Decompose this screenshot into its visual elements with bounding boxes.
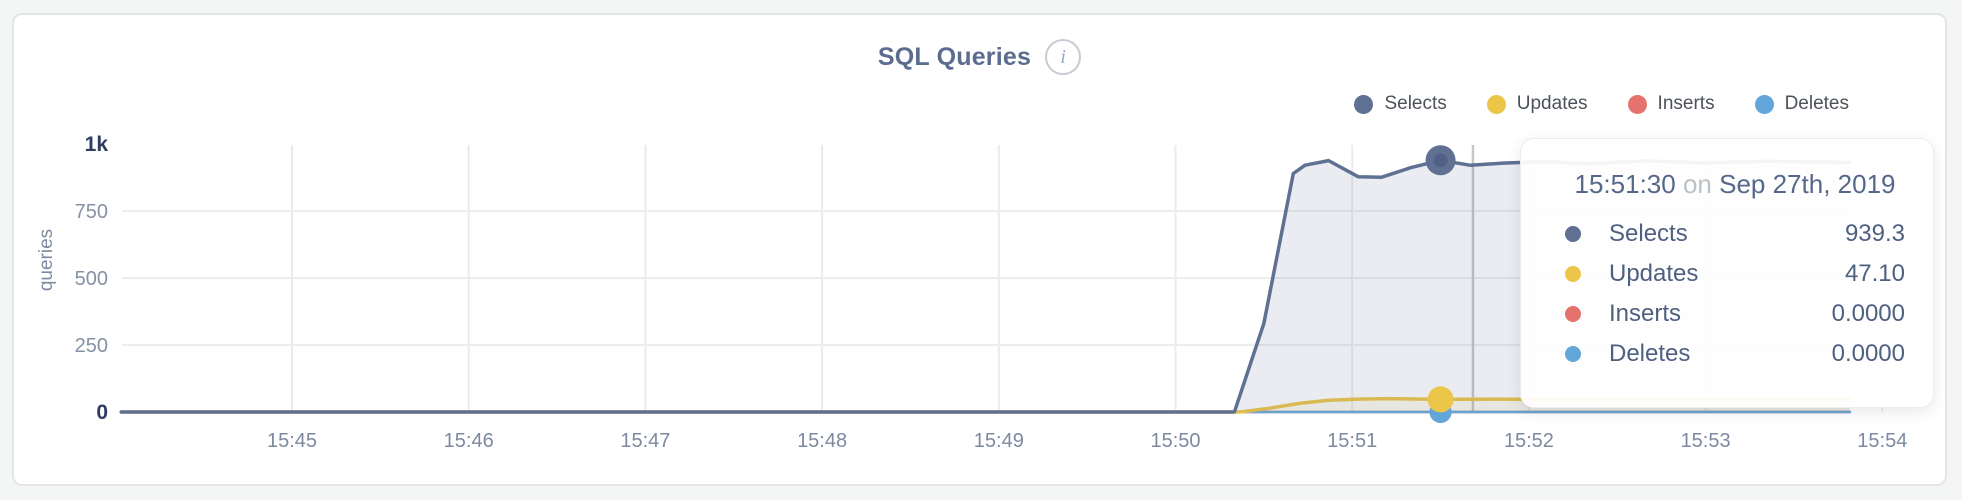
- marker-selects-inner: [1433, 153, 1448, 168]
- tooltip-series-value: 47.10: [1844, 260, 1905, 287]
- legend-label: Inserts: [1657, 93, 1715, 114]
- x-tick-label: 15:47: [620, 430, 670, 452]
- y-tick-label: 250: [75, 335, 108, 357]
- tooltip-dot-updates: [1565, 266, 1581, 282]
- chart-tooltip: 15:51:30 on Sep 27th, 2019 Selects 939.3 U…: [1520, 138, 1934, 408]
- tooltip-series-label: Inserts: [1609, 300, 1682, 327]
- chart-legend: Selects Updates Inserts Deletes: [1354, 93, 1849, 115]
- tooltip-dot-inserts: [1565, 306, 1581, 322]
- tooltip-series-label: Selects: [1609, 220, 1688, 247]
- x-tick-label: 15:51: [1327, 430, 1377, 452]
- page-title: SQL Queries: [877, 42, 1032, 71]
- x-tick-label: 15:48: [797, 430, 847, 452]
- legend-label: Selects: [1384, 93, 1447, 114]
- y-tick-label: 750: [75, 201, 108, 223]
- tooltip-series-value: 0.0000: [1831, 300, 1905, 327]
- marker-updates[interactable]: [1427, 386, 1454, 413]
- y-tick-label: 500: [75, 268, 108, 290]
- tooltip-row-updates: Updates 47.10: [1565, 254, 1905, 294]
- chart-header: SQL Queries i: [14, 39, 1945, 75]
- tooltip-header: 15:51:30 on Sep 27th, 2019: [1565, 169, 1905, 200]
- x-tick-label: 15:50: [1150, 430, 1200, 452]
- x-tick-label: 15:54: [1857, 430, 1907, 452]
- series-area-updates: [121, 398, 1850, 412]
- x-tick-label: 15:49: [974, 430, 1024, 452]
- tooltip-series-value: 0.0000: [1831, 340, 1905, 367]
- legend-item-selects[interactable]: Selects: [1354, 93, 1447, 115]
- y-tick-label: 0: [96, 401, 108, 424]
- legend-dot-updates: [1486, 94, 1506, 114]
- info-icon[interactable]: i: [1045, 39, 1082, 75]
- tooltip-series-label: Deletes: [1609, 340, 1691, 367]
- info-icon-glyph: i: [1060, 45, 1066, 68]
- tooltip-rows: Selects 939.3 Updates 47.10 Inserts 0.0000 Del…: [1565, 214, 1905, 374]
- legend-dot-inserts: [1627, 94, 1647, 114]
- tooltip-dot-deletes: [1565, 346, 1581, 362]
- x-tick-label: 15:53: [1681, 430, 1731, 452]
- legend-label: Deletes: [1784, 93, 1849, 114]
- legend-dot-deletes: [1754, 94, 1774, 114]
- legend-dot-selects: [1354, 94, 1374, 114]
- tooltip-series-value: 939.3: [1844, 220, 1905, 247]
- tooltip-time: 15:51:30: [1574, 169, 1676, 199]
- series-area-selects: [121, 160, 1850, 412]
- tooltip-conjunction: on: [1682, 169, 1712, 199]
- tooltip-series-label: Updates: [1609, 260, 1699, 287]
- x-tick-label: 15:46: [444, 430, 494, 452]
- x-tick-label: 15:52: [1504, 430, 1554, 452]
- x-tick-label: 15:45: [267, 430, 317, 452]
- legend-item-deletes[interactable]: Deletes: [1754, 93, 1849, 115]
- legend-item-inserts[interactable]: Inserts: [1627, 93, 1715, 115]
- y-tick-label: 1k: [85, 133, 109, 156]
- tooltip-row-inserts: Inserts 0.0000: [1565, 294, 1905, 334]
- legend-item-updates[interactable]: Updates: [1486, 93, 1588, 115]
- legend-label: Updates: [1516, 93, 1588, 114]
- chart-panel: SQL Queries i Selects Updates Inserts Delet…: [12, 13, 1947, 486]
- y-axis-title: queries: [36, 228, 58, 292]
- tooltip-row-selects: Selects 939.3: [1565, 214, 1905, 254]
- tooltip-row-deletes: Deletes 0.0000: [1565, 334, 1905, 374]
- tooltip-dot-selects: [1565, 226, 1581, 242]
- tooltip-date: Sep 27th, 2019: [1719, 169, 1896, 199]
